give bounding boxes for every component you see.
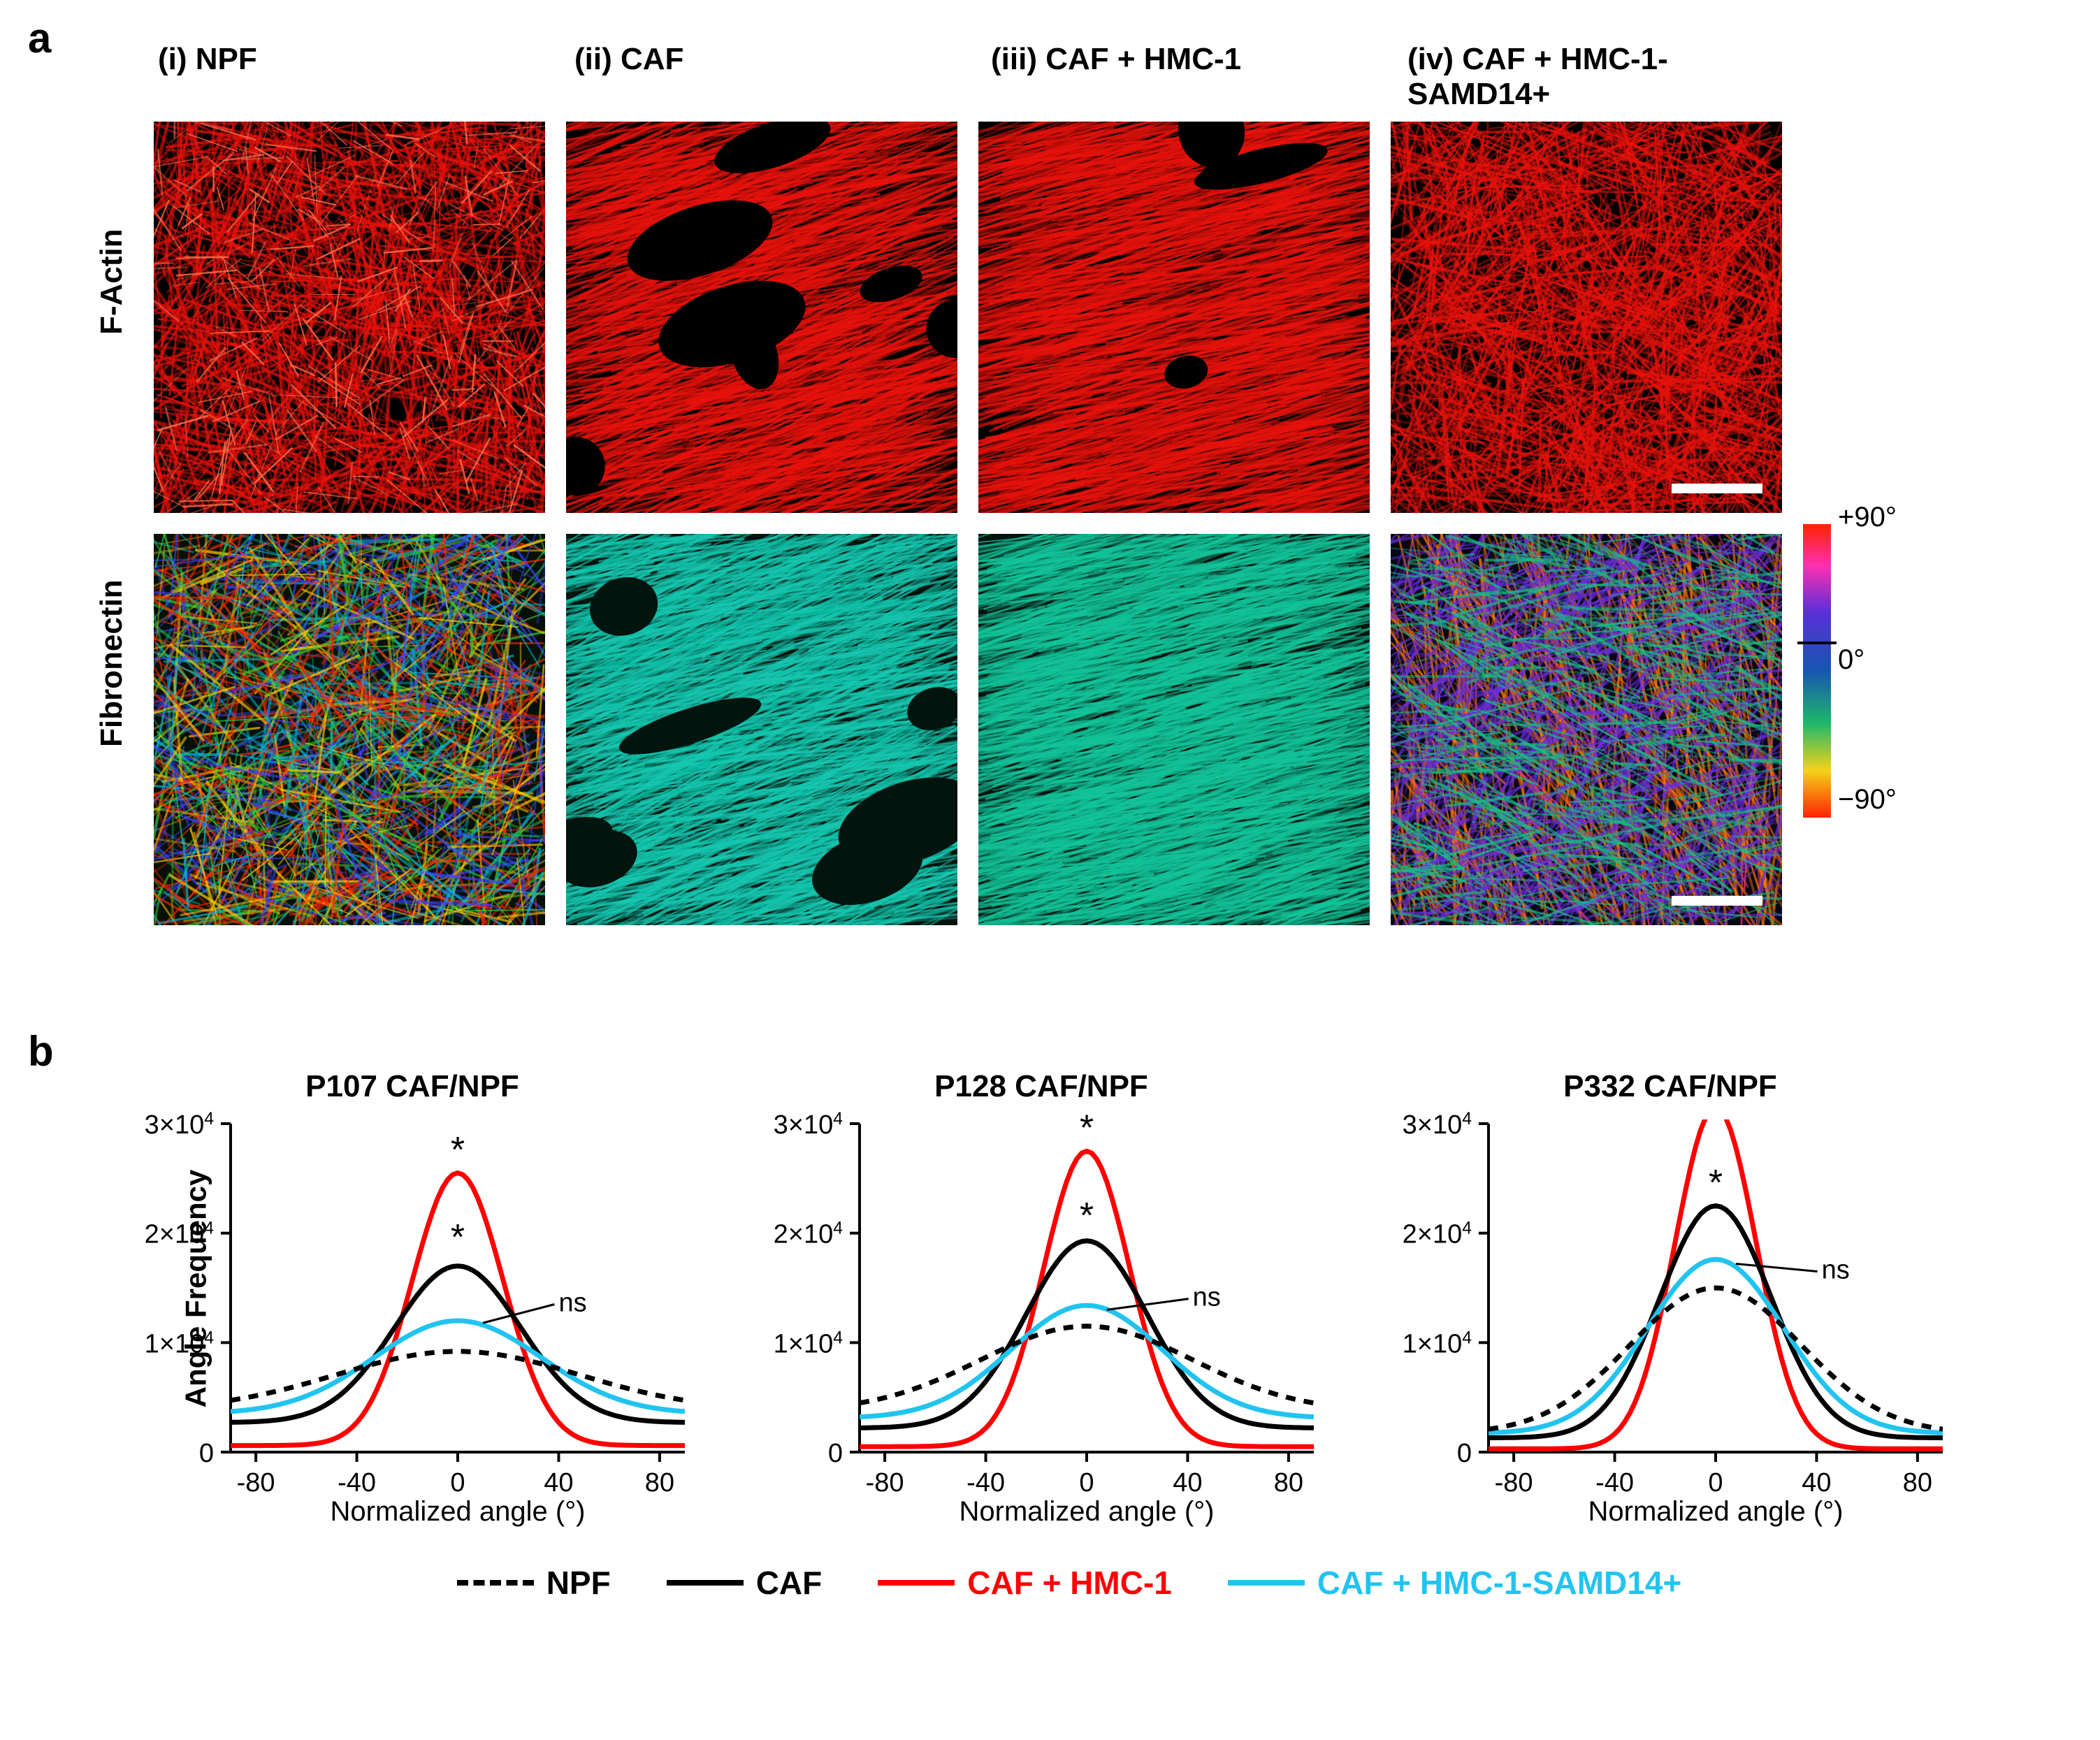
chart: P332 CAF/NPF 01×1042×1043×104-80-4004080N… [1384, 1069, 1957, 1529]
chart-svg: 01×1042×1043×104-80-4004080Normalized an… [1384, 1110, 1957, 1529]
chart-svg: 01×1042×1043×104-80-4004080Normalized an… [755, 1110, 1328, 1529]
panel-b: Angle Frequency P107 CAF/NPF 01×1042×1043… [126, 1069, 2013, 1602]
legend-label: CAF + HMC-1 [967, 1564, 1172, 1602]
colorbar: +90° 0° −90° [1803, 461, 1943, 853]
chart-title: P107 CAF/NPF [126, 1069, 699, 1104]
legend-item: NPF [457, 1564, 611, 1602]
panel-a-column-headers: (i) NPF (ii) CAF (iii) CAF + HMC-1 (iv) … [154, 42, 2041, 112]
row-label: F-Actin [94, 279, 129, 335]
legend-swatch-icon [878, 1580, 955, 1586]
factin-micrograph [154, 122, 545, 513]
col-header: (iii) CAF + HMC-1 [987, 42, 1382, 112]
legend-label: CAF [756, 1564, 823, 1602]
chart: P128 CAF/NPF 01×1042×1043×104-80-4004080N… [755, 1069, 1328, 1529]
chart-title: P128 CAF/NPF [755, 1069, 1328, 1104]
colorbar-tick-icon [1797, 641, 1837, 644]
col-header: (ii) CAF [570, 42, 966, 112]
fibronectin-micrograph [1391, 534, 1782, 925]
legend-label: CAF + HMC-1-SAMD14+ [1317, 1564, 1681, 1602]
scalebar-icon [1672, 896, 1762, 906]
row-label: Fibronectin [94, 691, 129, 747]
chart-title: P332 CAF/NPF [1384, 1069, 1957, 1104]
panel-a: (i) NPF (ii) CAF (iii) CAF + HMC-1 (iv) … [154, 42, 2041, 946]
legend-swatch-icon [457, 1580, 534, 1586]
charts-row: P107 CAF/NPF 01×1042×1043×104-80-4004080N… [126, 1069, 2013, 1529]
legend-swatch-icon [1228, 1580, 1305, 1586]
factin-micrograph [978, 122, 1370, 513]
fibronectin-micrograph [978, 534, 1370, 925]
colorbar-label-mid: 0° [1838, 644, 1864, 676]
legend: NPF CAF CAF + HMC-1 CAF + HMC-1-SAMD14+ [126, 1564, 2013, 1602]
panel-a-label: a [28, 14, 51, 62]
legend-label: NPF [546, 1564, 611, 1602]
colorbar-gradient [1803, 524, 1831, 818]
figure: a (i) NPF (ii) CAF (iii) CAF + HMC-1 (iv… [0, 0, 2100, 1740]
legend-item: CAF + HMC-1 [878, 1564, 1172, 1602]
col-header: (i) NPF [154, 42, 549, 112]
panel-a-row: Fibronectin [154, 534, 2041, 925]
colorbar-label-top: +90° [1838, 502, 1897, 533]
factin-micrograph [1391, 122, 1782, 513]
legend-item: CAF [667, 1564, 823, 1602]
legend-swatch-icon [667, 1580, 744, 1586]
factin-micrograph [566, 122, 957, 513]
y-axis-title: Angle Frequency [179, 1170, 212, 1408]
panel-b-label: b [28, 1027, 54, 1075]
fibronectin-micrograph [566, 534, 957, 925]
scalebar-icon [1672, 484, 1762, 493]
fibronectin-micrograph [154, 534, 545, 925]
col-header: (iv) CAF + HMC-1-SAMD14+ [1403, 42, 1799, 112]
panel-a-row: F-Actin [154, 122, 2041, 513]
legend-item: CAF + HMC-1-SAMD14+ [1228, 1564, 1681, 1602]
colorbar-label-bot: −90° [1838, 784, 1897, 815]
